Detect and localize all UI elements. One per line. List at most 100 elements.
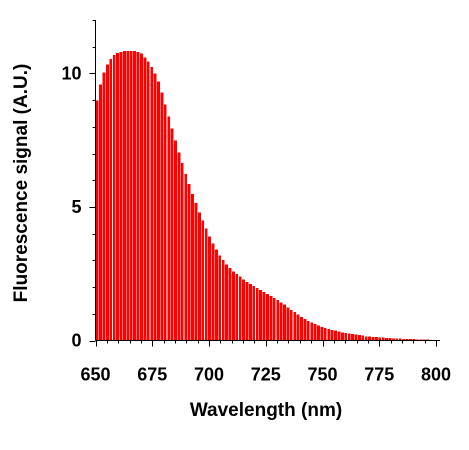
bar xyxy=(323,327,328,341)
bar xyxy=(207,236,212,341)
bar xyxy=(183,173,188,341)
bar xyxy=(125,50,130,341)
bar xyxy=(190,193,195,341)
x-tick-label: 800 xyxy=(421,365,451,385)
bar xyxy=(98,83,103,341)
bar xyxy=(142,57,147,341)
bar xyxy=(268,295,273,341)
bar xyxy=(360,335,365,341)
bar xyxy=(173,139,178,341)
bar xyxy=(374,336,379,341)
bar xyxy=(299,316,304,341)
bar xyxy=(309,322,314,341)
y-tick-label: 10 xyxy=(61,63,81,83)
bar xyxy=(238,276,243,341)
bar xyxy=(336,330,341,341)
bar xyxy=(319,326,324,341)
bar xyxy=(204,228,209,341)
bar xyxy=(112,54,117,341)
bar xyxy=(228,267,233,341)
bar xyxy=(245,281,250,341)
x-tick-label: 725 xyxy=(251,365,281,385)
bar xyxy=(275,299,280,341)
bar xyxy=(231,270,236,341)
bar xyxy=(221,259,226,341)
bar xyxy=(347,332,352,341)
bar xyxy=(149,66,154,341)
bar xyxy=(265,293,270,341)
bar xyxy=(159,91,164,341)
bar xyxy=(210,242,215,341)
x-axis-ticks: 650 675 700 725 750 775 800 xyxy=(80,340,451,385)
bar xyxy=(214,248,219,341)
bar xyxy=(108,58,113,341)
bar xyxy=(153,73,158,341)
x-tick-label: 775 xyxy=(364,365,394,385)
bar xyxy=(102,71,107,341)
bar xyxy=(251,285,256,341)
bar xyxy=(330,329,335,341)
y-tick-label: 0 xyxy=(71,331,81,351)
bar xyxy=(296,314,301,341)
bar xyxy=(333,330,338,341)
bar xyxy=(95,99,100,341)
bar xyxy=(357,334,362,341)
bar xyxy=(367,335,372,341)
bar xyxy=(119,51,124,341)
bar xyxy=(326,328,331,341)
bar xyxy=(282,304,287,341)
bar xyxy=(364,335,369,341)
x-tick-label: 700 xyxy=(194,365,224,385)
bar xyxy=(139,53,144,341)
bar xyxy=(146,61,151,341)
x-axis-title: Wavelength (nm) xyxy=(190,400,342,421)
bar xyxy=(170,127,175,341)
bar xyxy=(350,333,355,341)
bar xyxy=(163,103,168,341)
bar xyxy=(166,115,171,341)
x-tick-label: 675 xyxy=(137,365,167,385)
bar xyxy=(193,202,198,341)
bar xyxy=(262,291,267,341)
bar xyxy=(258,289,263,341)
bar xyxy=(316,324,321,341)
bar xyxy=(285,306,290,341)
bar xyxy=(234,273,239,341)
bar xyxy=(371,336,376,341)
x-tick-label: 650 xyxy=(80,365,110,385)
bar xyxy=(105,63,110,341)
bars-group xyxy=(95,50,437,341)
bar xyxy=(176,151,181,341)
bar xyxy=(377,336,382,341)
y-axis-ticks: 0 5 10 xyxy=(61,20,96,351)
bar xyxy=(279,302,284,341)
bar xyxy=(248,283,253,341)
bar xyxy=(340,331,345,341)
bar xyxy=(132,50,137,341)
bar xyxy=(289,309,294,341)
x-tick-label: 750 xyxy=(307,365,337,385)
y-axis-title: Fluorescence signal (A.U.) xyxy=(11,64,32,303)
bar xyxy=(187,183,192,341)
bar xyxy=(136,51,141,341)
bar xyxy=(180,162,185,341)
bar xyxy=(156,81,161,341)
bar xyxy=(122,50,127,341)
bar xyxy=(306,320,311,341)
y-tick-label: 5 xyxy=(71,197,81,217)
bar xyxy=(353,334,358,341)
bar xyxy=(302,318,307,341)
bar xyxy=(241,278,246,341)
bar xyxy=(272,297,277,341)
bar xyxy=(313,323,318,341)
bar xyxy=(224,264,229,341)
bar xyxy=(200,220,205,341)
bar xyxy=(217,254,222,341)
bar xyxy=(197,212,202,341)
bar xyxy=(255,287,260,341)
bar xyxy=(343,332,348,341)
bar xyxy=(129,50,134,341)
bar xyxy=(115,52,120,341)
bar xyxy=(292,311,297,341)
